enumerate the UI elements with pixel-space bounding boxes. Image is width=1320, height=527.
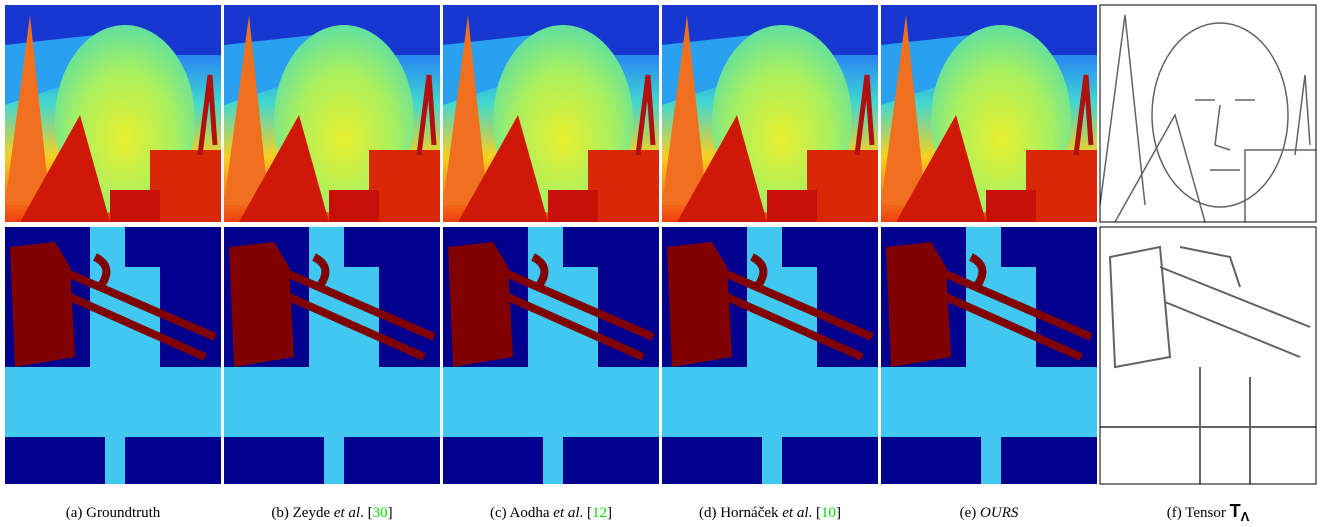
bottom-image [1100, 227, 1316, 484]
caption-ref: 12 [592, 505, 607, 521]
top-image [1100, 5, 1316, 222]
top-image [881, 5, 1097, 222]
figure: (a) Groundtruth(b) Zeyde et al. [30](c) … [0, 0, 1320, 527]
caption-text: (e) [960, 505, 980, 521]
bottom-image [224, 227, 440, 484]
caption-math: T [1230, 501, 1241, 521]
bottom-image [5, 227, 221, 484]
caption-text: (c) Aodha [490, 505, 553, 521]
caption-em: et al [553, 505, 579, 521]
bottom-image [662, 227, 878, 484]
bottom-image [881, 227, 1097, 484]
caption: (f) Tensor TΛ [1167, 501, 1250, 524]
captions: (a) Groundtruth(b) Zeyde et al. [30](c) … [66, 501, 1250, 524]
caption-after: . [ [580, 505, 593, 521]
top-image [662, 5, 878, 222]
caption: (c) Aodha et al. [12] [490, 505, 612, 521]
caption-text: (b) Zeyde [271, 505, 333, 521]
top-image [224, 5, 440, 222]
caption-ref: 10 [821, 505, 836, 521]
caption-em: OURS [980, 505, 1019, 521]
caption-after: . [ [809, 505, 822, 521]
caption: (e) OURS [960, 505, 1019, 521]
caption-text: (d) Hornáček [699, 505, 782, 521]
caption-em: et al [334, 505, 360, 521]
caption-em: et al [782, 505, 808, 521]
top-image [5, 5, 221, 222]
caption-text: (f) Tensor [1167, 505, 1230, 521]
caption-close: ] [607, 505, 612, 521]
top-image [443, 5, 659, 222]
caption: (d) Hornáček et al. [10] [699, 505, 841, 521]
caption-after: . [ [360, 505, 373, 521]
caption-sub: Λ [1241, 509, 1250, 524]
caption-close: ] [388, 505, 393, 521]
bottom-image [443, 227, 659, 484]
caption-text: (a) Groundtruth [66, 505, 161, 521]
caption-close: ] [836, 505, 841, 521]
caption-ref: 30 [373, 505, 388, 521]
caption: (b) Zeyde et al. [30] [271, 505, 392, 521]
panels [5, 5, 1316, 484]
caption: (a) Groundtruth [66, 505, 161, 521]
